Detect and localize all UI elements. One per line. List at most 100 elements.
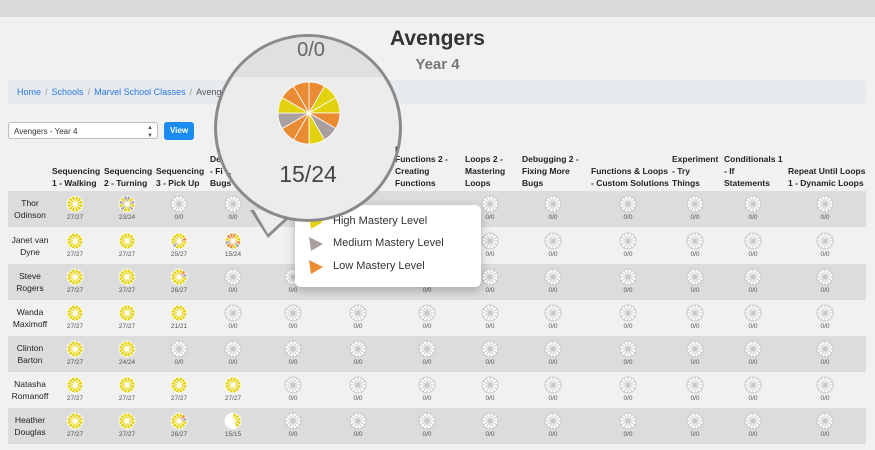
mastery-cell[interactable]: 0/0 [274, 304, 312, 331]
mastery-cell[interactable]: 25/27 [160, 232, 198, 259]
mastery-cell[interactable]: 15/15 [214, 412, 252, 439]
mastery-cell[interactable]: 27/27 [108, 304, 146, 331]
mastery-cell[interactable]: 27/27 [56, 232, 94, 259]
mastery-pie-icon [686, 304, 704, 322]
mastery-cell[interactable]: 27/27 [160, 376, 198, 403]
mastery-cell[interactable]: 15/24 [214, 232, 252, 259]
mastery-cell[interactable]: 0/0 [471, 340, 509, 367]
mastery-cell[interactable]: 0/0 [806, 268, 844, 295]
mastery-cell[interactable]: 0/0 [676, 304, 714, 331]
mastery-score: 27/27 [118, 323, 136, 330]
mastery-pie-icon [118, 268, 136, 286]
mastery-cell[interactable]: 0/0 [734, 376, 772, 403]
mastery-cell[interactable]: 0/0 [471, 232, 509, 259]
mastery-cell[interactable]: 0/0 [471, 376, 509, 403]
mastery-cell[interactable]: 0/0 [160, 195, 198, 222]
mastery-score: 0/0 [485, 323, 495, 330]
mastery-cell[interactable]: 0/0 [471, 195, 509, 222]
mastery-cell[interactable]: 0/0 [339, 304, 377, 331]
mastery-cell[interactable]: 0/0 [609, 304, 647, 331]
mastery-cell[interactable]: 27/27 [214, 376, 252, 403]
mastery-cell[interactable]: 0/0 [676, 268, 714, 295]
mastery-pie-icon [418, 376, 436, 394]
breadcrumb-home-link[interactable]: Home [17, 87, 42, 97]
mastery-cell[interactable]: 0/0 [609, 268, 647, 295]
mastery-cell[interactable]: 27/27 [56, 340, 94, 367]
mastery-cell[interactable]: 0/0 [609, 340, 647, 367]
breadcrumb-schools-link[interactable]: Schools [51, 87, 84, 97]
mastery-cell[interactable]: 0/0 [214, 268, 252, 295]
mastery-pie-icon [744, 340, 762, 358]
mastery-cell[interactable]: 0/0 [609, 195, 647, 222]
mastery-cell[interactable]: 0/0 [408, 376, 446, 403]
mastery-cell[interactable]: 0/0 [534, 304, 572, 331]
mastery-cell[interactable]: 0/0 [214, 340, 252, 367]
mastery-cell[interactable]: 27/27 [56, 268, 94, 295]
mastery-score: 27/27 [66, 287, 84, 294]
mastery-score: 0/0 [485, 359, 495, 366]
mastery-cell[interactable]: 0/0 [609, 412, 647, 439]
mastery-cell[interactable]: 0/0 [534, 340, 572, 367]
mastery-cell[interactable]: 0/0 [408, 304, 446, 331]
mastery-cell[interactable]: 0/0 [734, 268, 772, 295]
mastery-cell[interactable]: 0/0 [339, 340, 377, 367]
breadcrumb-classes-link[interactable]: Marvel School Classes [94, 87, 186, 97]
mastery-cell[interactable]: 0/0 [734, 304, 772, 331]
mastery-cell[interactable]: 27/27 [56, 376, 94, 403]
mastery-cell[interactable]: 21/21 [160, 304, 198, 331]
mastery-cell[interactable]: 26/27 [160, 268, 198, 295]
mastery-cell[interactable]: 26/27 [160, 412, 198, 439]
mastery-cell[interactable]: 0/0 [676, 376, 714, 403]
mastery-cell[interactable]: 0/0 [471, 304, 509, 331]
mastery-cell[interactable]: 0/0 [676, 195, 714, 222]
mastery-cell[interactable]: 0/0 [806, 412, 844, 439]
mastery-cell[interactable]: 0/0 [534, 195, 572, 222]
mastery-cell[interactable]: 0/0 [806, 304, 844, 331]
mastery-cell[interactable]: 0/0 [676, 340, 714, 367]
mastery-score: 0/0 [820, 395, 830, 402]
mastery-cell[interactable]: 0/0 [274, 376, 312, 403]
mastery-cell[interactable]: 0/0 [734, 232, 772, 259]
mastery-cell[interactable]: 0/0 [408, 340, 446, 367]
mastery-cell[interactable]: 0/0 [534, 376, 572, 403]
mastery-cell[interactable]: 0/0 [609, 376, 647, 403]
mastery-pie-icon [481, 340, 499, 358]
mastery-cell[interactable]: 0/0 [534, 232, 572, 259]
mastery-cell[interactable]: 24/24 [108, 340, 146, 367]
mastery-cell[interactable]: 27/27 [56, 195, 94, 222]
mastery-cell[interactable]: 27/27 [56, 304, 94, 331]
mastery-cell[interactable]: 0/0 [734, 195, 772, 222]
mastery-cell[interactable]: 27/27 [108, 232, 146, 259]
mastery-cell[interactable]: 23/24 [108, 195, 146, 222]
mastery-cell[interactable]: 0/0 [274, 412, 312, 439]
mastery-cell[interactable]: 0/0 [806, 340, 844, 367]
mastery-cell[interactable]: 27/27 [56, 412, 94, 439]
mastery-cell[interactable]: 0/0 [339, 376, 377, 403]
mastery-cell[interactable]: 0/0 [609, 232, 647, 259]
mastery-cell[interactable]: 0/0 [471, 268, 509, 295]
mastery-cell[interactable]: 27/27 [108, 412, 146, 439]
mastery-cell[interactable]: 0/0 [734, 340, 772, 367]
class-select[interactable]: Avengers - Year 4 ▲ ▼ [8, 122, 158, 139]
mastery-cell[interactable]: 27/27 [108, 376, 146, 403]
mastery-cell[interactable]: 0/0 [734, 412, 772, 439]
mastery-cell[interactable]: 0/0 [408, 412, 446, 439]
mastery-pie-icon [349, 304, 367, 322]
mastery-cell[interactable]: 0/0 [806, 195, 844, 222]
legend-low-label: Low Mastery Level [333, 260, 425, 272]
magnifier-score: 15/24 [279, 161, 337, 187]
mastery-cell[interactable]: 0/0 [534, 268, 572, 295]
mastery-cell[interactable]: 0/0 [676, 412, 714, 439]
mastery-cell[interactable]: 0/0 [806, 376, 844, 403]
mastery-cell[interactable]: 0/0 [214, 304, 252, 331]
mastery-cell[interactable]: 27/27 [108, 268, 146, 295]
mastery-cell[interactable]: 0/0 [806, 232, 844, 259]
mastery-cell[interactable]: 0/0 [339, 412, 377, 439]
mastery-cell[interactable]: 0/0 [274, 340, 312, 367]
mastery-cell[interactable]: 0/0 [534, 412, 572, 439]
view-button[interactable]: View [164, 122, 194, 140]
mastery-cell[interactable]: 0/0 [160, 340, 198, 367]
mastery-cell[interactable]: 0/0 [676, 232, 714, 259]
mastery-cell[interactable]: 0/0 [471, 412, 509, 439]
mastery-cell[interactable]: 0/0 [214, 195, 252, 222]
